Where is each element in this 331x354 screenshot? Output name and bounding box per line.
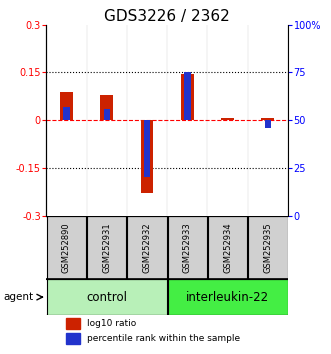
Bar [66,318,80,330]
Bar [261,118,274,120]
Bar [184,73,191,120]
Text: interleukin-22: interleukin-22 [186,291,269,304]
Text: GSM252931: GSM252931 [102,222,111,273]
Bar [63,107,70,120]
Text: GSM252890: GSM252890 [62,222,71,273]
Bar [141,120,154,193]
Text: agent: agent [3,292,33,302]
Bar [87,216,126,279]
Bar [248,216,288,279]
Bar [104,109,110,120]
Bar [60,92,73,120]
Bar [66,333,80,344]
Text: GSM252933: GSM252933 [183,222,192,273]
Bar [167,279,288,315]
Bar [221,118,234,120]
Bar [47,216,86,279]
Bar [208,216,247,279]
Bar [47,279,167,315]
Bar [100,95,113,120]
Text: GSM252932: GSM252932 [143,222,152,273]
Bar [144,120,150,177]
Bar [127,216,167,279]
Title: GDS3226 / 2362: GDS3226 / 2362 [104,8,230,24]
Text: percentile rank within the sample: percentile rank within the sample [87,333,241,343]
Text: control: control [86,291,127,304]
Text: GSM252935: GSM252935 [263,222,272,273]
Bar [264,120,271,128]
Bar [181,74,194,120]
Text: GSM252934: GSM252934 [223,222,232,273]
Text: log10 ratio: log10 ratio [87,319,137,328]
Bar [167,216,207,279]
